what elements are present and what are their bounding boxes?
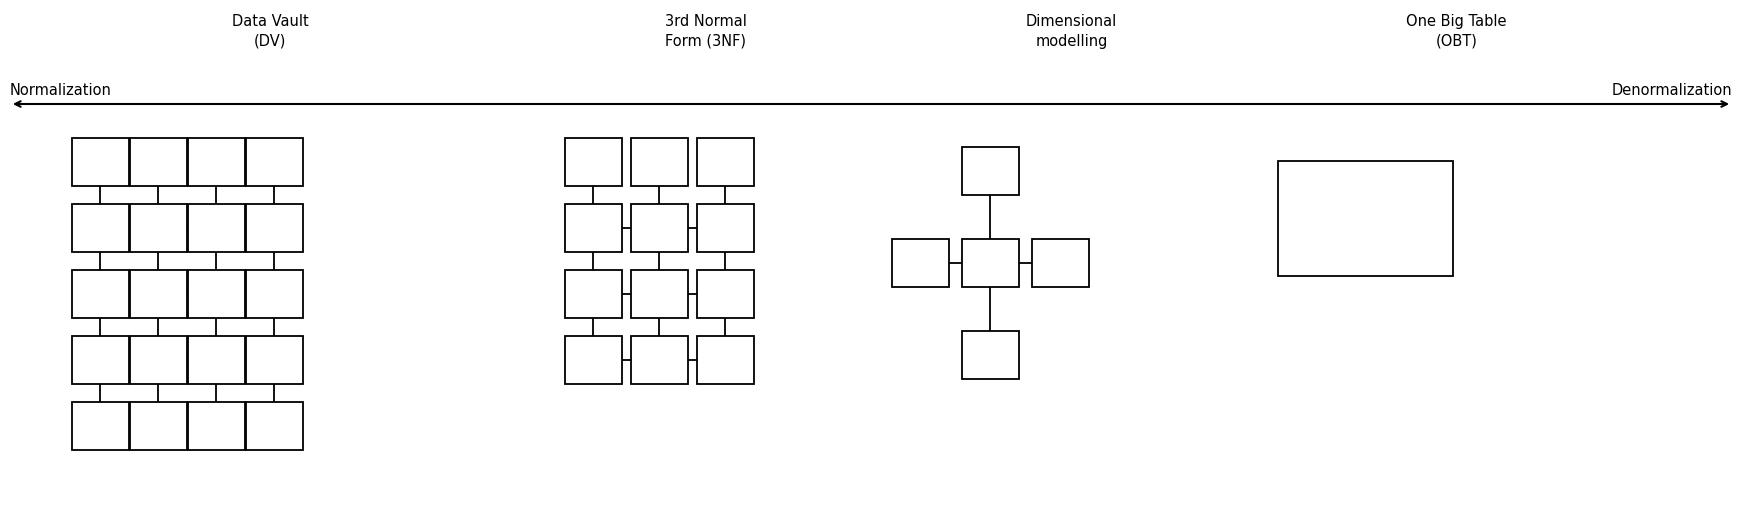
Bar [129, 270, 186, 318]
Bar [697, 336, 754, 384]
Bar [564, 270, 622, 318]
Text: Denormalization: Denormalization [1611, 83, 1732, 98]
Bar [962, 331, 1019, 379]
Bar [71, 336, 129, 384]
Bar [129, 336, 186, 384]
Bar [129, 138, 186, 186]
Bar [1277, 160, 1453, 276]
Bar [564, 204, 622, 252]
Bar [129, 204, 186, 252]
Bar [962, 147, 1019, 195]
Bar [188, 204, 244, 252]
Text: One Big Table
(OBT): One Big Table (OBT) [1406, 14, 1507, 49]
Bar [188, 402, 244, 450]
Bar [564, 138, 622, 186]
Text: Dimensional
modelling: Dimensional modelling [1026, 14, 1117, 49]
Bar [71, 270, 129, 318]
Bar [129, 402, 186, 450]
Bar [697, 270, 754, 318]
Bar [631, 336, 688, 384]
Bar [246, 402, 303, 450]
Bar [71, 402, 129, 450]
Bar [697, 204, 754, 252]
Text: 3rd Normal
Form (3NF): 3rd Normal Form (3NF) [664, 14, 747, 49]
Bar [892, 239, 948, 287]
Bar [631, 270, 688, 318]
Text: Normalization: Normalization [10, 83, 111, 98]
Bar [631, 204, 688, 252]
Bar [246, 270, 303, 318]
Bar [71, 204, 129, 252]
Bar [188, 270, 244, 318]
Bar [188, 138, 244, 186]
Bar [188, 336, 244, 384]
Bar [71, 138, 129, 186]
Bar [246, 138, 303, 186]
Bar [1031, 239, 1089, 287]
Bar [564, 336, 622, 384]
Bar [962, 239, 1019, 287]
Bar [631, 138, 688, 186]
Bar [246, 204, 303, 252]
Text: Data Vault
(DV): Data Vault (DV) [232, 14, 308, 49]
Bar [697, 138, 754, 186]
Bar [246, 336, 303, 384]
